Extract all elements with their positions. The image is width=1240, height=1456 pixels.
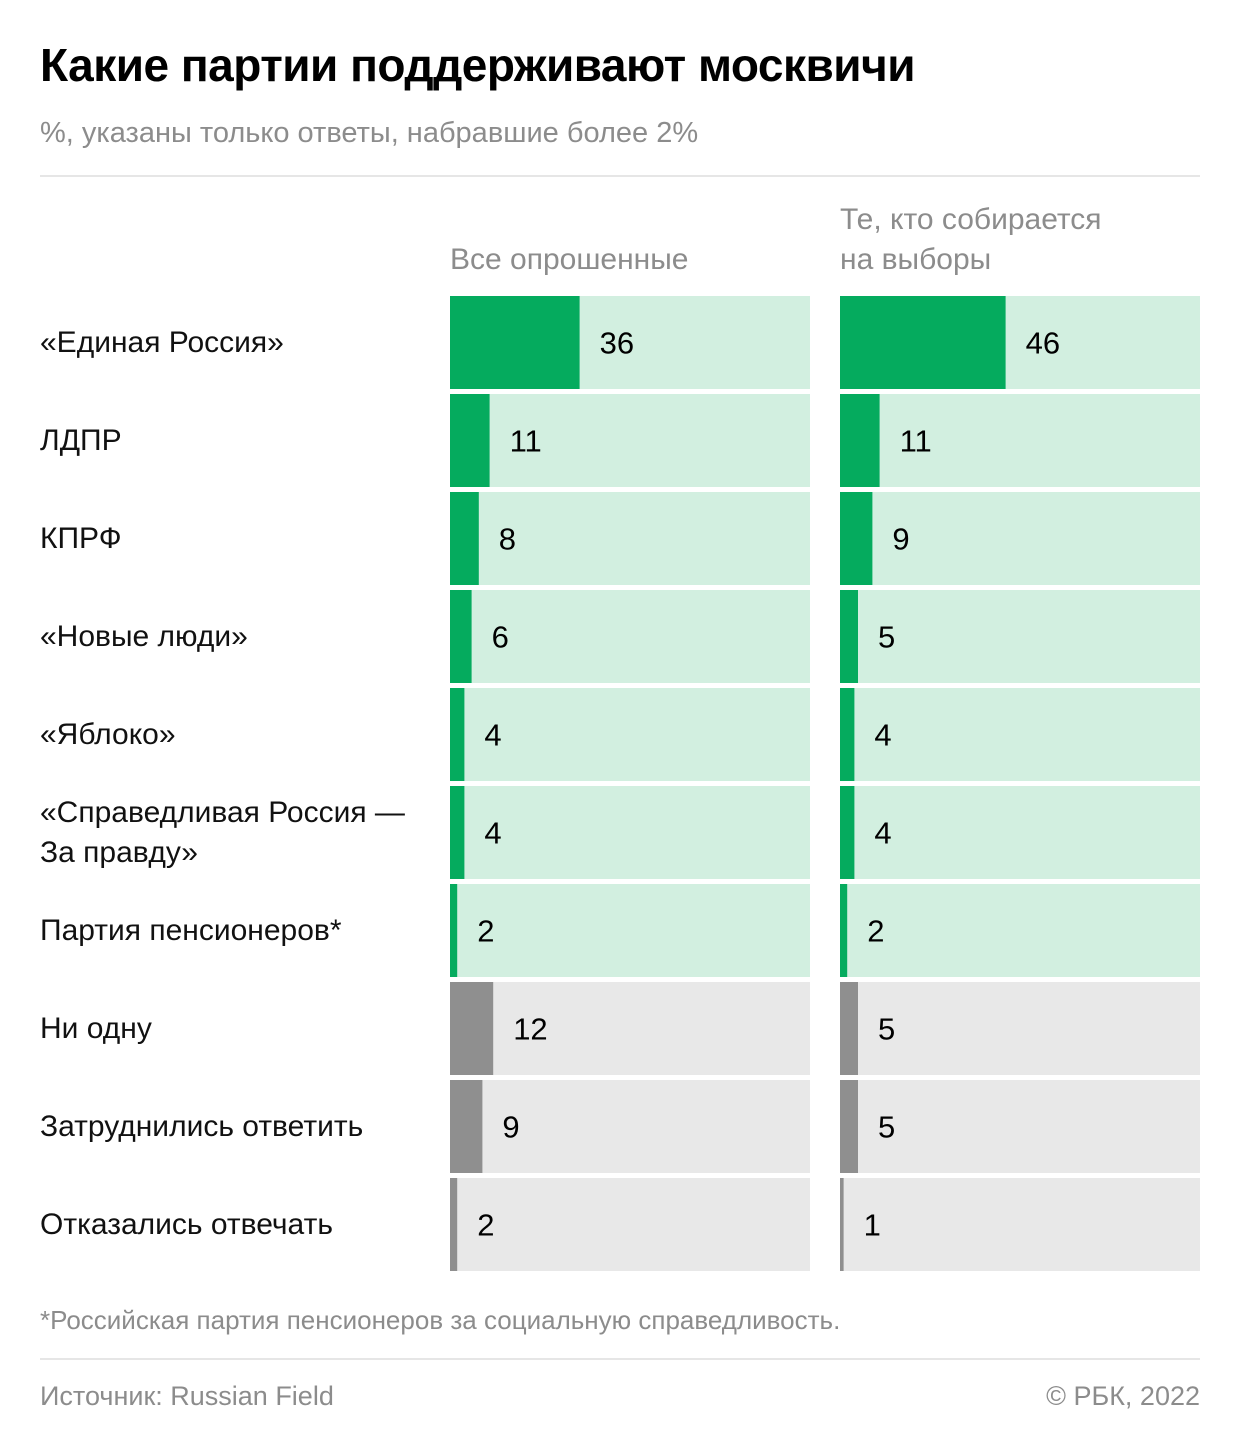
category-label: Затруднились ответить xyxy=(40,1109,364,1143)
footnote: *Российская партия пенсионеров за социал… xyxy=(40,1305,841,1335)
bar-track xyxy=(840,688,1200,781)
value-label: 8 xyxy=(499,522,516,557)
value-label: 9 xyxy=(502,1110,519,1145)
bar xyxy=(840,884,848,977)
value-label: 1 xyxy=(864,1208,881,1243)
category-label: Ни одну xyxy=(40,1011,152,1045)
bar xyxy=(450,590,472,683)
bar xyxy=(450,492,479,585)
bar-track xyxy=(840,1080,1200,1173)
category-label: «Новые люди» xyxy=(40,619,248,653)
bar-track xyxy=(450,394,810,487)
value-label: 2 xyxy=(477,914,494,949)
category-label: Отказались отвечать xyxy=(40,1207,333,1241)
bar xyxy=(840,590,858,683)
bar xyxy=(840,394,880,487)
bar-track xyxy=(450,786,810,879)
bar xyxy=(840,688,855,781)
bar-track xyxy=(840,884,1200,977)
series-header-voters: Те, кто собирается на выборы xyxy=(840,203,1102,276)
bar xyxy=(450,688,465,781)
value-label: 5 xyxy=(878,1012,895,1047)
bar xyxy=(840,296,1006,389)
bar-track xyxy=(840,1178,1200,1271)
bar xyxy=(450,296,580,389)
bar xyxy=(840,982,858,1075)
bar xyxy=(450,394,490,487)
bar-track xyxy=(840,982,1200,1075)
bar-track xyxy=(450,1178,810,1271)
bar xyxy=(450,982,494,1075)
category-label: КПРФ xyxy=(40,521,122,555)
value-label: 6 xyxy=(492,620,509,655)
category-label: «Единая Россия» xyxy=(40,325,284,359)
value-label: 46 xyxy=(1026,326,1060,361)
category-label: «Справедливая Россия — За правду» xyxy=(40,795,405,869)
value-label: 5 xyxy=(878,1110,895,1145)
value-label: 9 xyxy=(892,522,909,557)
value-label: 36 xyxy=(600,326,634,361)
bar-track xyxy=(450,492,810,585)
bottom-divider xyxy=(40,1358,1200,1360)
chart-title: Какие партии поддерживают москвичи xyxy=(40,39,916,91)
source-credit: Источник: Russian Field xyxy=(40,1381,334,1411)
value-label: 2 xyxy=(867,914,884,949)
value-label: 4 xyxy=(484,718,501,753)
category-label: «Яблоко» xyxy=(40,717,176,751)
bar xyxy=(450,1080,483,1173)
bar xyxy=(840,1080,858,1173)
bar-track xyxy=(450,884,810,977)
bar-track xyxy=(450,590,810,683)
bar-track xyxy=(840,492,1200,585)
bar-track xyxy=(450,1080,810,1173)
bar xyxy=(840,492,873,585)
value-label: 4 xyxy=(874,816,891,851)
bar-track xyxy=(840,590,1200,683)
category-label: ЛДПР xyxy=(40,423,122,457)
value-label: 12 xyxy=(513,1012,547,1047)
bar xyxy=(450,884,458,977)
category-label: Партия пенсионеров* xyxy=(40,913,342,947)
top-divider xyxy=(40,175,1200,177)
bar-track xyxy=(840,394,1200,487)
series-header-all: Все опрошенные xyxy=(450,243,689,276)
bar-track xyxy=(450,982,810,1075)
bar xyxy=(840,786,855,879)
bar xyxy=(450,786,465,879)
value-label: 11 xyxy=(510,424,542,459)
bar xyxy=(450,1178,458,1271)
bar xyxy=(840,1178,844,1271)
bar-track xyxy=(450,688,810,781)
value-label: 11 xyxy=(900,424,932,459)
value-label: 4 xyxy=(484,816,501,851)
bar-track xyxy=(840,786,1200,879)
value-label: 2 xyxy=(477,1208,494,1243)
chart-subtitle: %, указаны только ответы, набравшие боле… xyxy=(40,117,699,149)
value-label: 5 xyxy=(878,620,895,655)
copyright: © РБК, 2022 xyxy=(1046,1381,1200,1411)
value-label: 4 xyxy=(874,718,891,753)
